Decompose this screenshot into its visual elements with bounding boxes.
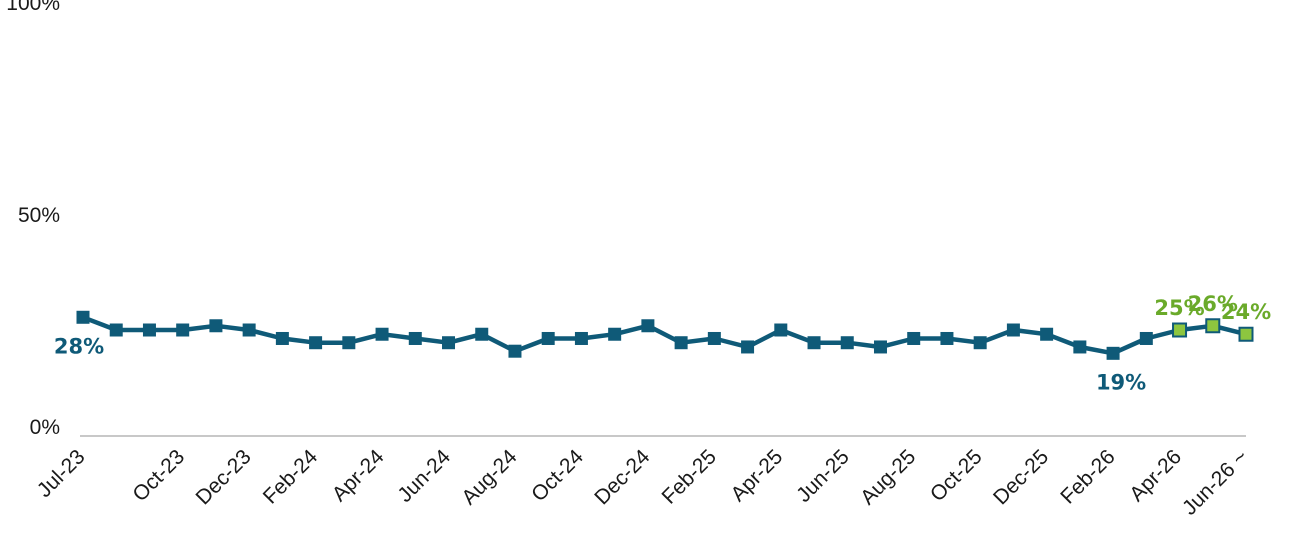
data-point-marker <box>442 336 456 350</box>
data-label: 25% <box>1154 296 1204 320</box>
data-point-marker <box>508 344 522 358</box>
data-point-marker <box>475 327 489 341</box>
x-tick-label: Apr-26 <box>1125 445 1186 506</box>
x-tick-label: Jun-24 <box>393 445 455 507</box>
data-point-marker <box>741 340 755 354</box>
data-point-marker-highlight <box>1238 326 1254 342</box>
y-tick-label: 0% <box>30 416 60 439</box>
data-point-marker <box>774 323 788 337</box>
x-tick-label: Jul-23 <box>33 445 90 502</box>
data-point-marker <box>807 336 821 350</box>
x-axis-ticks: Jul-23 Oct-23 Dec-23 Feb-24 Apr-24 Jun-24 Aug-… <box>33 445 1253 520</box>
x-tick-label: Dec-23 <box>192 445 256 509</box>
data-point-marker <box>1040 327 1054 341</box>
data-point-marker <box>674 336 688 350</box>
data-point-marker <box>275 331 289 345</box>
data-point-marker <box>940 331 954 345</box>
data-point-marker <box>1006 323 1020 337</box>
data-point-marker <box>907 331 921 345</box>
data-point-marker <box>840 336 854 350</box>
data-point-marker <box>309 336 323 350</box>
x-tick-label: Dec-24 <box>590 445 654 509</box>
data-point-marker <box>1106 346 1120 360</box>
x-tick-label: Oct-23 <box>128 445 189 506</box>
data-labels: 28% 19% 25%26%24% <box>54 292 1271 395</box>
data-point-marker <box>242 323 256 337</box>
data-point-marker <box>76 310 90 324</box>
data-point-marker-highlight <box>1205 318 1221 334</box>
data-point-marker <box>541 331 555 345</box>
data-point-marker <box>707 331 721 345</box>
data-point-marker <box>375 327 389 341</box>
x-tick-label: Apr-24 <box>328 445 389 506</box>
x-tick-label: Oct-24 <box>527 445 588 506</box>
data-point-marker <box>574 331 588 345</box>
x-tick-label: Aug-24 <box>457 445 521 509</box>
series-line <box>82 315 1247 356</box>
data-label: 24% <box>1221 300 1271 324</box>
y-axis-ticks: 0% 50% 100% <box>6 0 60 439</box>
x-tick-label: Dec-25 <box>989 445 1053 509</box>
data-label: 19% <box>1096 370 1146 394</box>
x-tick-label: Oct-25 <box>926 445 987 506</box>
data-point-marker <box>209 319 223 333</box>
data-point-marker <box>1073 340 1087 354</box>
data-label: 26% <box>1188 292 1238 316</box>
data-point-marker <box>109 323 123 337</box>
data-point-marker <box>408 331 422 345</box>
x-tick-label: Feb-25 <box>658 445 721 508</box>
data-point-marker <box>873 340 887 354</box>
x-tick-label: Feb-24 <box>259 445 323 509</box>
data-point-marker <box>142 323 156 337</box>
x-tick-label: Aug-25 <box>856 445 920 509</box>
x-tick-label: Feb-26 <box>1056 445 1119 508</box>
data-point-marker <box>176 323 190 337</box>
data-label: 28% <box>54 334 104 358</box>
x-tick-label: Jun-26 ~ <box>1178 445 1252 519</box>
y-tick-label: 50% <box>18 204 60 227</box>
data-point-marker <box>342 336 356 350</box>
data-point-marker <box>641 319 655 333</box>
series-markers <box>76 310 1254 360</box>
y-tick-label: 100% <box>6 0 60 15</box>
data-point-marker-highlight <box>1172 322 1188 338</box>
x-tick-label: Apr-25 <box>727 445 788 506</box>
x-tick-label: Jun-25 <box>792 445 854 507</box>
data-point-marker <box>1139 331 1153 345</box>
data-point-marker <box>973 336 987 350</box>
data-point-marker <box>608 327 622 341</box>
